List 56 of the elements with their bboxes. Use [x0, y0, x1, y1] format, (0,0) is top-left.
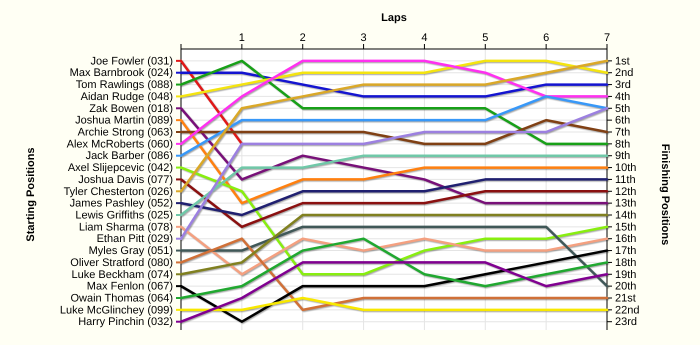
y-tick-label: 15th — [615, 221, 636, 234]
x-tick-label: 3 — [360, 32, 367, 44]
y-tick-label: 2nd — [615, 67, 634, 80]
legend-label: Luke Beckham (074) — [72, 268, 173, 281]
legend-label: Ethan Pitt (029) — [96, 233, 173, 246]
legend-label: Zak Bowen (018) — [89, 102, 173, 115]
y-tick-label: 9th — [615, 150, 630, 162]
y-axis-title: Finishing Positions — [659, 144, 671, 246]
x-tick-label: 4 — [421, 32, 428, 44]
legend-label: Tom Rawlings (088) — [76, 79, 173, 92]
legend-label: Joshua Martin (089) — [75, 114, 173, 127]
y-tick-label: 7th — [615, 126, 630, 139]
legend-label: Tyler Chesterton (026) — [64, 186, 173, 198]
legend-label: Max Fenlon (067) — [86, 280, 173, 293]
y-tick-label: 17th — [615, 245, 636, 258]
y-tick-label: 8th — [615, 138, 630, 150]
y-tick-label: 18th — [615, 256, 636, 269]
legend-label: Axel Slijepcevic (042) — [68, 162, 173, 174]
legend-label: Jack Barber (086) — [86, 150, 173, 162]
legend-label: Luke McGlinchey (099) — [60, 304, 173, 316]
y-tick-label: 23rd — [615, 316, 638, 328]
y-tick-label: 3rd — [615, 79, 631, 92]
y-tick-label: 20th — [615, 280, 636, 293]
x-tick-label: 5 — [482, 32, 488, 44]
text: Starting Positions — [25, 147, 37, 242]
y-tick-label: 10th — [615, 162, 636, 174]
legend-label: Liam Sharma (078) — [78, 221, 173, 234]
legend-label: Joe Fowler (031) — [90, 55, 173, 68]
legend-label: Owain Thomas (064) — [70, 292, 173, 305]
legend-label: Aidan Rudge (048) — [80, 90, 173, 103]
x-tick-label: 6 — [543, 32, 550, 44]
y-tick-label: 19th — [615, 268, 636, 281]
y-tick-label: 16th — [615, 233, 636, 246]
x-tick-label: 7 — [604, 32, 610, 44]
legend-label: Harry Pinchin (032) — [78, 316, 173, 328]
y-tick-label: 21st — [615, 292, 636, 305]
legend-label: Alex McRoberts (060) — [66, 138, 173, 150]
x-tick-label: 2 — [300, 32, 306, 44]
y-tick-label: 14th — [615, 210, 636, 222]
legend-label: Lewis Griffiths (025) — [75, 210, 173, 222]
y-tick-label: 4th — [615, 90, 630, 103]
y-tick-label: 13th — [615, 198, 636, 210]
legend-label: Oliver Stratford (080) — [70, 256, 173, 269]
y-tick-label: 1st — [615, 55, 630, 68]
y-tick-label: 5th — [615, 102, 630, 115]
legend-label: Max Barnbrook (024) — [70, 67, 173, 80]
legend-label: Archie Strong (063) — [78, 126, 173, 139]
x-tick-label: 1 — [238, 32, 245, 44]
y-tick-label: 11th — [615, 174, 636, 186]
y-tick-label: 6th — [615, 114, 630, 127]
legend-label: James Pashley (052) — [70, 198, 173, 210]
x-axis-title: Laps — [381, 12, 407, 24]
y-tick-label: 22nd — [615, 304, 640, 316]
legend-label: Myles Gray (051) — [88, 245, 173, 258]
legend-label: Joshua Davis (077) — [78, 174, 173, 186]
y-tick-label: 12th — [615, 186, 636, 198]
